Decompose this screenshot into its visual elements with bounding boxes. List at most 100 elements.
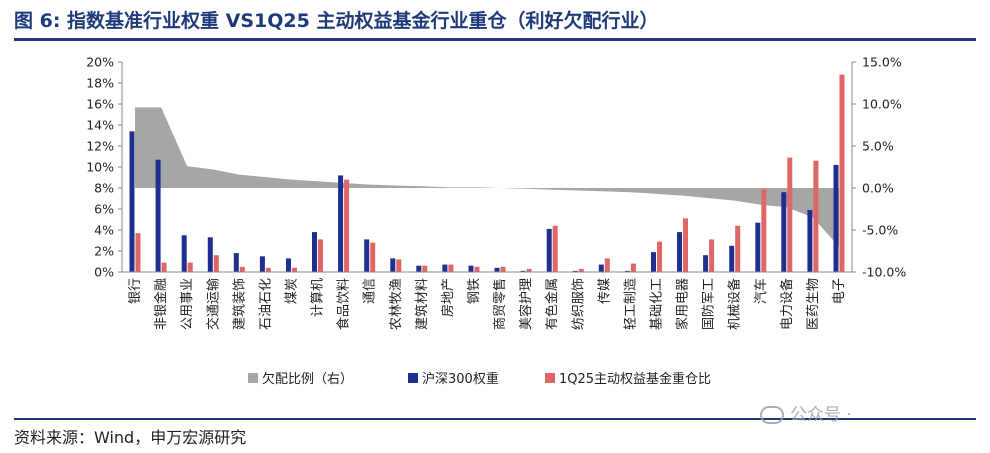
category-label-17: 纺织服饰 <box>571 278 586 330</box>
legend-label-1: 沪深300权重 <box>422 371 499 387</box>
bar-hs300-10 <box>390 258 396 272</box>
left-tick-label-7: 14% <box>86 118 114 133</box>
bar-hs300-0 <box>129 131 135 272</box>
legend-swatch-2 <box>545 373 555 383</box>
category-label-5: 石油石化 <box>258 278 273 330</box>
bar-fund-2 <box>187 262 193 272</box>
category-label-23: 机械设备 <box>727 278 743 330</box>
bar-fund-26 <box>813 160 819 272</box>
bar-hs300-1 <box>155 159 161 272</box>
bar-hs300-4 <box>233 253 239 272</box>
category-label-3: 交通运输 <box>205 278 221 330</box>
chart-title: 图 6: 指数基准行业权重 VS1Q25 主动权益基金行业重仓（利好欠配行业） <box>14 10 659 32</box>
wechat-icon <box>760 406 784 424</box>
bar-hs300-24 <box>755 222 761 272</box>
bar-hs300-18 <box>598 264 604 272</box>
category-label-27: 电子 <box>832 278 847 304</box>
underweight-area <box>135 107 839 247</box>
category-label-7: 计算机 <box>311 278 326 317</box>
bar-fund-8 <box>344 179 350 272</box>
bar-fund-0 <box>135 233 141 272</box>
bar-hs300-3 <box>207 237 213 272</box>
right-tick-label-3: 5.0% <box>862 139 894 154</box>
category-label-13: 钢铁 <box>467 278 482 304</box>
bar-hs300-15 <box>520 270 526 272</box>
left-tick-label-1: 2% <box>94 244 114 259</box>
bar-hs300-23 <box>729 245 735 273</box>
title-divider <box>14 38 976 41</box>
category-label-25: 电力设备 <box>779 278 795 330</box>
left-tick-label-0: 0% <box>94 265 114 280</box>
category-label-26: 医药生物 <box>806 278 821 330</box>
bar-fund-20 <box>657 241 662 272</box>
bar-hs300-27 <box>833 164 839 272</box>
bar-hs300-7 <box>312 232 317 272</box>
bar-fund-4 <box>239 266 245 273</box>
bar-hs300-21 <box>677 232 682 272</box>
bar-hs300-17 <box>572 270 578 272</box>
bar-fund-21 <box>683 218 688 272</box>
category-label-20: 基础化工 <box>650 278 665 330</box>
source-divider <box>14 418 976 420</box>
bar-hs300-13 <box>468 265 474 272</box>
bar-fund-23 <box>735 225 741 272</box>
bar-hs300-9 <box>364 239 370 272</box>
category-label-8: 食品饮料 <box>336 278 352 330</box>
bar-fund-17 <box>578 268 584 272</box>
bar-hs300-26 <box>807 210 813 272</box>
right-tick-label-0: -10.0% <box>862 265 906 280</box>
category-label-9: 通信 <box>363 278 378 304</box>
bar-fund-15 <box>526 268 532 272</box>
bar-fund-1 <box>161 262 167 272</box>
legend-label-0: 欠配比例（右） <box>262 371 353 387</box>
category-labels: 银行 非银金融 公用事业 交通运输 建筑装饰 石油石化 煤炭 计算机 食品饮料 通信 农林牧渔 建筑材… <box>128 278 847 330</box>
left-tick-label-8: 16% <box>86 97 114 112</box>
category-label-19: 轻工制造 <box>623 278 638 330</box>
bar-fund-22 <box>709 239 715 272</box>
left-tick-label-10: 20% <box>86 55 114 70</box>
category-label-14: 商贸零售 <box>492 278 508 330</box>
category-label-6: 煤炭 <box>285 278 300 304</box>
category-label-22: 国防军工 <box>701 278 717 330</box>
bar-fund-18 <box>604 258 610 272</box>
category-label-12: 房地产 <box>440 278 456 317</box>
legend-swatch-0 <box>248 373 258 383</box>
left-tick-label-4: 8% <box>94 181 114 196</box>
left-tick-label-3: 6% <box>94 202 114 217</box>
bar-fund-27 <box>839 74 845 272</box>
right-tick-label-4: 10.0% <box>862 97 902 112</box>
bar-layer <box>129 74 845 273</box>
source-note: 资料来源：Wind，申万宏源研究 <box>14 428 247 447</box>
legend-swatch-1 <box>408 373 418 383</box>
bar-hs300-20 <box>651 252 656 272</box>
category-label-10: 农林牧渔 <box>389 278 404 330</box>
bar-fund-5 <box>265 267 271 272</box>
category-label-16: 有色金属 <box>544 278 560 330</box>
bar-fund-16 <box>552 225 558 272</box>
bar-hs300-6 <box>286 258 291 272</box>
category-label-24: 汽车 <box>753 278 769 304</box>
bar-hs300-8 <box>338 175 344 272</box>
bar-hs300-12 <box>442 264 448 272</box>
left-tick-label-2: 4% <box>94 223 114 238</box>
left-tick-label-6: 12% <box>86 139 114 154</box>
bar-hs300-19 <box>624 270 630 272</box>
bar-fund-11 <box>422 265 428 272</box>
category-label-1: 非银金融 <box>153 278 169 330</box>
category-label-21: 家用电器 <box>675 278 691 330</box>
bar-hs300-2 <box>181 235 187 273</box>
bar-fund-10 <box>396 259 402 272</box>
bar-fund-6 <box>292 267 297 272</box>
category-label-2: 公用事业 <box>180 278 195 330</box>
bar-fund-13 <box>474 266 480 273</box>
bar-fund-24 <box>761 189 767 272</box>
bar-fund-19 <box>630 263 636 272</box>
category-label-15: 美容护理 <box>518 278 534 330</box>
category-label-18: 传媒 <box>597 278 612 304</box>
left-tick-label-5: 10% <box>86 160 114 175</box>
bar-hs300-14 <box>494 267 500 272</box>
right-tick-label-1: -5.0% <box>862 223 898 238</box>
legend: 欠配比例（右） 沪深300权重 1Q25主动权益基金重仓比 <box>248 371 711 387</box>
bar-fund-25 <box>787 157 793 272</box>
underweight-area-layer <box>135 107 839 247</box>
